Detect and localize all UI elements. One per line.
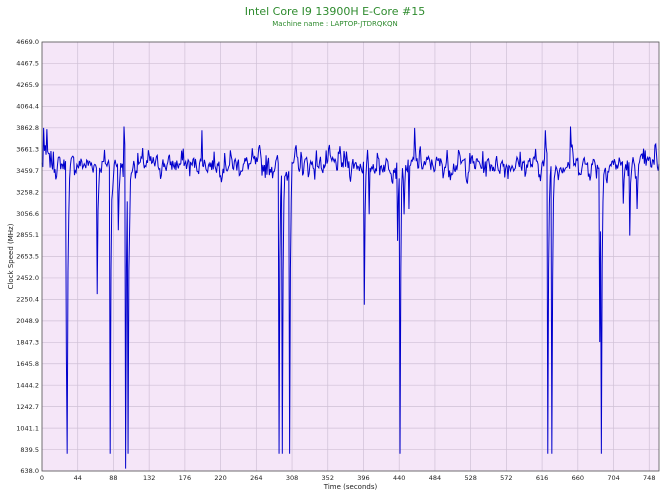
x-tick-label: 220 [214,474,226,482]
y-tick-label: 1645.8 [16,360,39,368]
chart-subtitle: Machine name : LAPTOP-JTDRQKQN [272,20,398,28]
y-tick-label: 4265.9 [16,81,39,89]
x-tick-label: 660 [572,474,584,482]
y-tick-label: 839.5 [20,446,39,454]
x-tick-label: 704 [607,474,619,482]
y-tick-label: 1847.3 [16,339,39,347]
x-axis-label: Time (seconds) [323,483,378,491]
x-tick-label: 572 [500,474,512,482]
y-tick-label: 1041.1 [16,424,39,432]
y-tick-label: 3459.7 [16,167,39,175]
y-tick-label: 1444.2 [16,381,39,389]
y-tick-label: 4467.5 [16,60,39,68]
y-tick-label: 3056.6 [16,210,39,218]
x-tick-label: 88 [109,474,117,482]
y-tick-label: 3661.3 [16,145,39,153]
x-tick-label: 176 [179,474,191,482]
x-tick-label: 352 [322,474,334,482]
tick-labels: 638.0 839.5 1041.1 1242.7 1444.2 1645.8 1847.3… [16,38,655,482]
x-tick-label: 0 [40,474,44,482]
x-tick-label: 132 [143,474,155,482]
y-tick-label: 3862.8 [16,124,39,132]
grid-lines [41,41,659,472]
x-tick-label: 748 [643,474,655,482]
y-tick-label: 1242.7 [16,403,39,411]
series-line [41,126,660,469]
chart-title: Intel Core I9 13900H E-Core #15 [244,5,426,18]
plot-frame [41,41,660,472]
y-tick-label: 2653.5 [16,253,39,261]
x-tick-label: 440 [393,474,405,482]
y-tick-label: 2250.4 [16,296,39,304]
x-tick-label: 308 [286,474,298,482]
y-tick-label: 2048.9 [16,317,39,325]
x-tick-label: 264 [250,474,262,482]
x-tick-label: 396 [357,474,369,482]
y-axis-label: Clock Speed (MHz) [7,223,15,289]
x-tick-label: 616 [536,474,548,482]
y-tick-label: 3258.2 [16,188,39,196]
y-tick-label: 2855.1 [16,231,39,239]
x-tick-label: 528 [464,474,476,482]
y-tick-label: 2452.0 [16,274,39,282]
x-tick-label: 484 [429,474,441,482]
y-tick-label: 4064.4 [16,103,39,111]
y-tick-label: 638.0 [20,467,39,475]
x-tick-label: 44 [74,474,82,482]
y-tick-label: 4669.0 [16,38,39,46]
